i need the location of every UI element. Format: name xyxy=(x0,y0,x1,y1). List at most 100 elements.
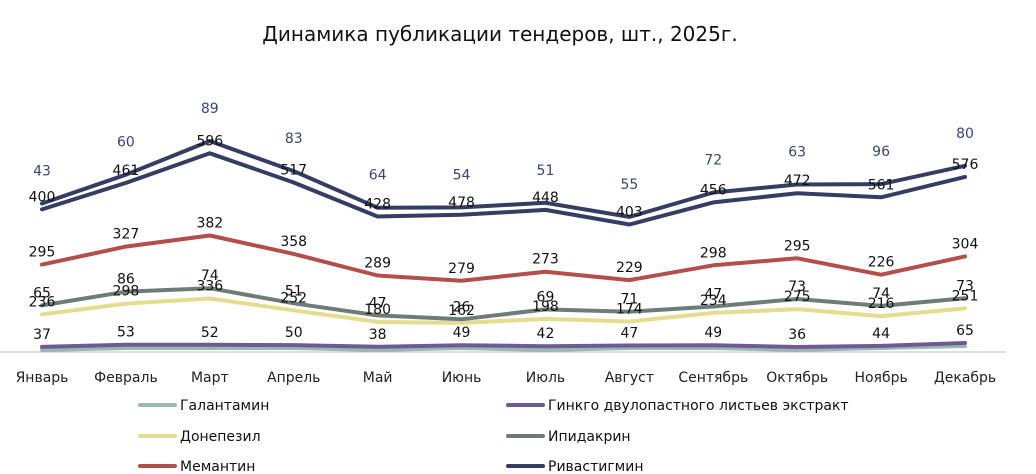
data-label-s3-1: 86 xyxy=(117,272,135,288)
data-label-s1-11: 65 xyxy=(956,323,974,339)
data-label-s4-10: 226 xyxy=(868,255,895,271)
data-label-s3-6: 69 xyxy=(537,289,555,305)
data-label-s2-4: 180 xyxy=(364,302,391,318)
data-label-s5-9: 472 xyxy=(784,173,811,189)
legend-label-1: Гинкго двулопастного листьев экстракт xyxy=(548,398,849,414)
data-label-s4-4: 289 xyxy=(364,256,391,272)
data-label-s3-4: 47 xyxy=(369,295,387,311)
chart-title: Динамика публикации тендеров, шт., 2025г… xyxy=(262,22,738,46)
data-label-s3-3: 51 xyxy=(285,283,303,299)
data-label-s5-4: 428 xyxy=(364,196,391,212)
data-label-s4-5: 279 xyxy=(448,261,475,277)
data-label-s5-10: 561 xyxy=(868,177,895,193)
data-label-s6-0: 43 xyxy=(33,164,51,180)
data-label-s6-11: 80 xyxy=(956,126,974,142)
data-label-s3-7: 71 xyxy=(620,292,638,308)
data-label-s6-1: 60 xyxy=(117,135,135,151)
data-label-s6-10: 96 xyxy=(872,144,890,160)
data-label-s2-6: 198 xyxy=(532,299,559,315)
data-label-s2-3: 252 xyxy=(280,290,307,306)
data-label-s5-0: 400 xyxy=(29,189,56,205)
data-label-s1-10: 44 xyxy=(872,326,890,342)
x-tick-label-10: Ноябрь xyxy=(854,370,907,386)
x-tick-label-4: Май xyxy=(363,370,393,386)
x-tick-label-2: Март xyxy=(191,370,229,386)
data-label-s1-8: 49 xyxy=(704,325,722,341)
x-tick-label-8: Сентябрь xyxy=(678,370,748,386)
data-label-s5-8: 456 xyxy=(700,182,727,198)
data-label-s2-10: 216 xyxy=(868,296,895,312)
data-label-s1-3: 50 xyxy=(285,325,303,341)
data-label-s5-5: 478 xyxy=(448,195,475,211)
x-tick-label-3: Апрель xyxy=(267,370,320,386)
data-label-s6-2: 89 xyxy=(201,101,219,117)
data-label-s1-2: 52 xyxy=(201,325,219,341)
data-label-s4-9: 295 xyxy=(784,238,811,254)
legend-label-3: Ипидакрин xyxy=(548,429,631,445)
legend-label-2: Донепезил xyxy=(180,429,261,445)
data-label-s3-5: 26 xyxy=(453,299,471,315)
x-tick-label-6: Июль xyxy=(526,370,565,386)
data-label-s1-0: 37 xyxy=(33,327,51,343)
data-label-s4-0: 295 xyxy=(29,245,56,261)
series-line-5 xyxy=(40,151,967,227)
data-label-s2-8: 234 xyxy=(700,293,727,309)
data-label-s1-9: 36 xyxy=(788,327,806,343)
data-label-s4-11: 304 xyxy=(952,236,979,252)
data-label-s6-7: 55 xyxy=(620,177,638,193)
data-label-s2-1: 298 xyxy=(113,284,140,300)
x-tick-label-5: Июнь xyxy=(442,370,482,386)
data-label-s2-7: 174 xyxy=(616,302,643,318)
data-label-s2-5: 162 xyxy=(448,303,475,319)
legend-label-5: Ривастигмин xyxy=(548,459,644,474)
legend-label-4: Мемантин xyxy=(180,459,255,474)
data-label-s4-1: 327 xyxy=(113,227,140,243)
x-tick-label-0: Январь xyxy=(16,370,69,386)
x-tick-label-9: Октябрь xyxy=(766,370,828,386)
data-label-s6-4: 64 xyxy=(369,168,387,184)
data-label-s4-2: 382 xyxy=(196,216,223,232)
data-label-s1-7: 47 xyxy=(620,326,638,342)
series-line-3 xyxy=(40,286,967,322)
data-label-s4-8: 298 xyxy=(700,245,727,261)
data-label-s6-9: 63 xyxy=(788,144,806,160)
series-line-4 xyxy=(40,233,967,283)
data-label-s1-5: 49 xyxy=(453,325,471,341)
data-label-s5-6: 448 xyxy=(532,190,559,206)
data-label-s5-11: 576 xyxy=(952,157,979,173)
data-label-s6-8: 72 xyxy=(704,152,722,168)
data-label-s3-11: 73 xyxy=(956,278,974,294)
data-label-s2-11: 251 xyxy=(952,288,979,304)
data-label-s4-3: 358 xyxy=(280,234,307,250)
data-label-s5-7: 403 xyxy=(616,204,643,220)
data-label-s5-1: 461 xyxy=(113,163,140,179)
data-label-s3-9: 73 xyxy=(788,279,806,295)
data-label-s2-2: 336 xyxy=(196,278,223,294)
data-label-s4-6: 273 xyxy=(532,252,559,268)
x-tick-label-1: Февраль xyxy=(94,370,158,386)
data-label-s5-3: 517 xyxy=(280,163,307,179)
series-line-0 xyxy=(40,344,967,352)
series-line-1 xyxy=(40,341,967,349)
x-tick-label-11: Декабрь xyxy=(934,370,996,386)
series-line-6 xyxy=(40,139,967,219)
data-label-s6-5: 54 xyxy=(453,167,471,183)
data-label-s1-1: 53 xyxy=(117,325,135,341)
data-label-s1-4: 38 xyxy=(369,327,387,343)
data-label-s2-0: 236 xyxy=(29,294,56,310)
data-label-s3-10: 74 xyxy=(872,286,890,302)
data-label-s3-2: 74 xyxy=(201,268,219,284)
data-label-s3-0: 65 xyxy=(33,285,51,301)
data-label-s2-9: 275 xyxy=(784,289,811,305)
data-label-s6-6: 51 xyxy=(537,163,555,179)
legend-label-0: Галантамин xyxy=(180,398,269,414)
data-label-s1-6: 42 xyxy=(537,326,555,342)
data-label-s5-2: 596 xyxy=(196,133,223,149)
series-line-2 xyxy=(40,296,967,325)
data-label-s4-7: 229 xyxy=(616,260,643,276)
data-label-s3-8: 47 xyxy=(704,286,722,302)
x-tick-label-7: Август xyxy=(605,370,654,386)
data-label-s6-3: 83 xyxy=(285,131,303,147)
